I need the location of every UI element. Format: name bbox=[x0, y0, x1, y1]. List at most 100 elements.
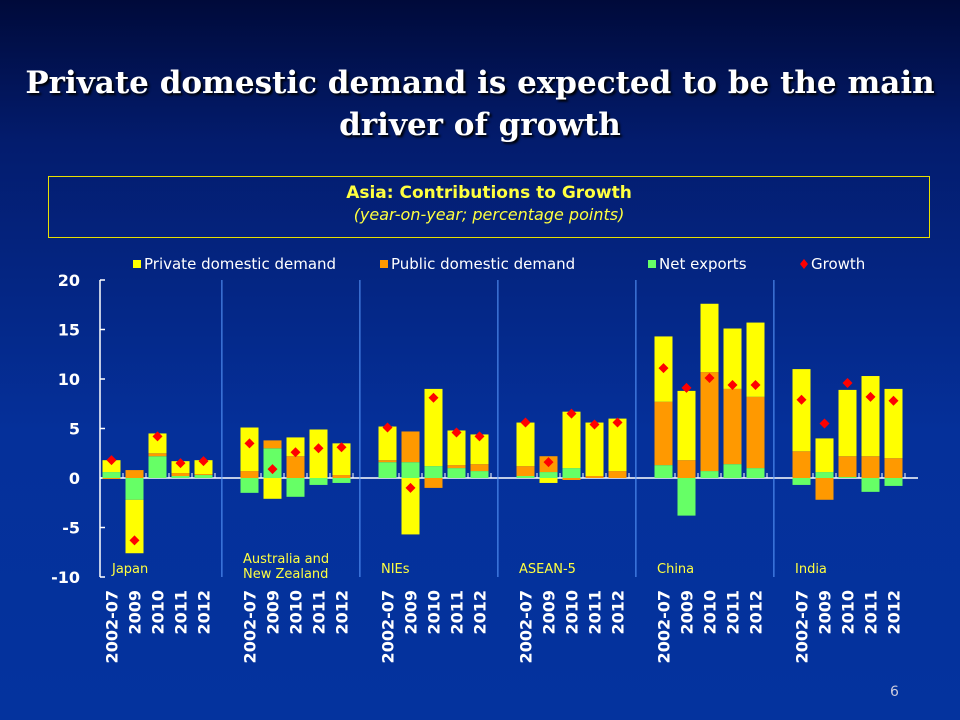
group-label: Japan bbox=[111, 562, 148, 577]
growth-marker bbox=[681, 382, 692, 393]
x-tick-label: 2012 bbox=[333, 590, 352, 635]
chart-subtitle: (year-on-year; percentage points) bbox=[353, 205, 625, 224]
growth-marker bbox=[290, 447, 301, 458]
bar-public bbox=[171, 473, 190, 477]
x-tick-label: 2009 bbox=[126, 590, 145, 635]
x-tick-label: 2012 bbox=[747, 590, 766, 635]
growth-marker bbox=[727, 379, 738, 390]
legend-label: Net exports bbox=[659, 255, 747, 273]
legend-swatch-net-exports bbox=[648, 260, 656, 268]
growth-marker bbox=[842, 377, 853, 388]
bar-public bbox=[378, 460, 397, 463]
bar-private bbox=[516, 422, 535, 467]
bar-net-exports bbox=[861, 478, 880, 492]
bar-private bbox=[700, 303, 719, 373]
bar-public bbox=[516, 466, 535, 477]
x-tick-label: 2009 bbox=[816, 590, 835, 635]
x-tick-label: 2002-07 bbox=[517, 590, 536, 663]
x-tick-label: 2012 bbox=[609, 590, 628, 635]
bar-net-exports bbox=[102, 472, 121, 478]
x-tick-label: 2011 bbox=[862, 590, 881, 635]
bar-private bbox=[677, 390, 696, 461]
bar-private bbox=[562, 411, 581, 469]
growth-marker bbox=[313, 443, 324, 454]
bar-net-exports bbox=[723, 464, 742, 478]
growth-marker bbox=[612, 417, 623, 428]
x-tick-label: 2009 bbox=[402, 590, 421, 635]
bar-net-exports bbox=[539, 472, 558, 478]
bar-private bbox=[378, 426, 397, 461]
bar-private bbox=[838, 389, 857, 457]
bar-private bbox=[286, 437, 305, 457]
bar-private bbox=[815, 438, 834, 473]
group-label: NIEs bbox=[381, 562, 410, 577]
chart-title: Asia: Contributions to Growth bbox=[346, 183, 632, 203]
bar-public bbox=[861, 456, 880, 478]
growth-marker bbox=[566, 408, 577, 419]
x-tick-label: 2009 bbox=[540, 590, 559, 635]
bar-public bbox=[194, 474, 213, 476]
group-label: Australia and New Zealand bbox=[243, 552, 329, 582]
y-tick-label: 20 bbox=[58, 271, 80, 290]
bar-net-exports bbox=[401, 462, 420, 478]
growth-marker bbox=[704, 373, 715, 384]
x-tick-label: 2010 bbox=[839, 590, 858, 635]
growth-marker bbox=[336, 442, 347, 453]
x-tick-label: 2011 bbox=[724, 590, 743, 635]
group-label-line: ASEAN-5 bbox=[519, 562, 576, 577]
bar-net-exports bbox=[654, 465, 673, 478]
growth-marker bbox=[106, 455, 117, 466]
y-tick-label: 15 bbox=[58, 321, 80, 340]
bar-private bbox=[539, 478, 558, 483]
bar-public bbox=[470, 464, 489, 472]
x-tick-label: 2012 bbox=[195, 590, 214, 635]
growth-marker bbox=[451, 427, 462, 438]
x-tick-label: 2012 bbox=[471, 590, 490, 635]
bar-private bbox=[608, 418, 627, 472]
bar-private bbox=[723, 328, 742, 389]
y-tick-label: -5 bbox=[62, 519, 80, 538]
bar-public bbox=[125, 470, 144, 478]
bar-public bbox=[240, 471, 259, 478]
bar-public bbox=[746, 396, 765, 469]
bar-net-exports bbox=[447, 468, 466, 478]
x-tick-label: 2011 bbox=[172, 590, 191, 635]
bar-net-exports bbox=[700, 471, 719, 478]
growth-marker bbox=[888, 395, 899, 406]
bar-net-exports bbox=[378, 462, 397, 478]
bar-private bbox=[746, 322, 765, 397]
bar-net-exports bbox=[677, 478, 696, 516]
growth-marker bbox=[543, 457, 554, 468]
x-tick-label: 2012 bbox=[885, 590, 904, 635]
x-tick-label: 2011 bbox=[310, 590, 329, 635]
growth-marker bbox=[152, 431, 163, 442]
growth-marker bbox=[658, 363, 669, 374]
group-label-line: NIEs bbox=[381, 562, 410, 577]
growth-marker bbox=[129, 535, 140, 546]
growth-marker bbox=[267, 464, 278, 475]
x-tick-label: 2011 bbox=[586, 590, 605, 635]
growth-marker bbox=[244, 438, 255, 449]
growth-marker bbox=[865, 391, 876, 402]
bar-public bbox=[792, 451, 811, 478]
bar-private bbox=[447, 430, 466, 466]
legend-swatch-growth bbox=[800, 259, 808, 269]
bar-public bbox=[102, 478, 121, 479]
x-tick-label: 2010 bbox=[287, 590, 306, 635]
x-tick-label: 2011 bbox=[448, 590, 467, 635]
legend-label: Growth bbox=[811, 255, 865, 273]
bar-public bbox=[677, 460, 696, 478]
x-tick-label: 2002-07 bbox=[241, 590, 260, 663]
bar-net-exports bbox=[792, 478, 811, 485]
bar-public bbox=[585, 476, 604, 478]
bar-net-exports bbox=[562, 468, 581, 478]
y-tick-label: 0 bbox=[69, 469, 80, 488]
x-tick-label: 2010 bbox=[701, 590, 720, 635]
bar-net-exports bbox=[884, 478, 903, 486]
bar-public bbox=[723, 388, 742, 465]
bar-net-exports bbox=[240, 478, 259, 493]
chart-header-box: Asia: Contributions to Growth (year-on-y… bbox=[48, 176, 930, 238]
bar-private bbox=[309, 429, 328, 478]
bar-net-exports bbox=[286, 478, 305, 497]
